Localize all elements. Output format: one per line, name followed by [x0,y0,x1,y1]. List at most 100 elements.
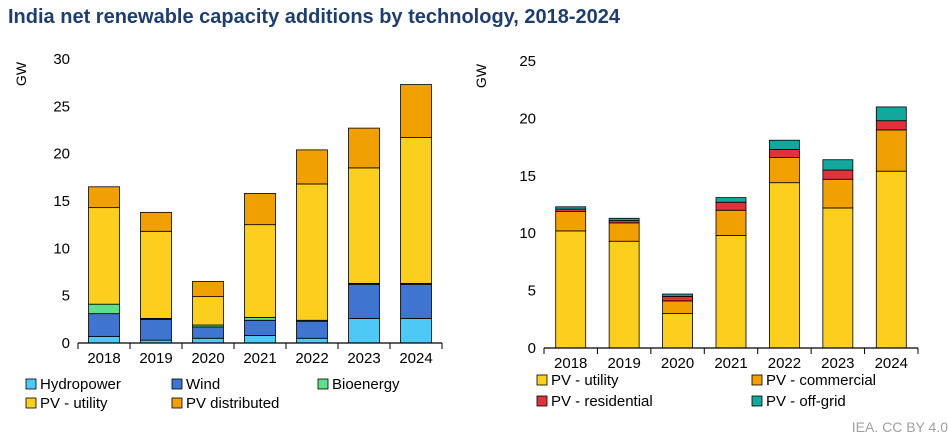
legend-label-bioenergy: Bioenergy [332,376,400,393]
chart-solar-pv-segments: 0 5 10 15 20 25 GW 2018 2019 2020 2021 2022 2023 2024… [473,53,919,410]
bar-pv-off-grid-2023 [822,159,854,171]
bar-hydropower-2024 [400,317,432,344]
bar-wind-2021 [244,319,276,336]
bar-pv-off-grid-2019 [608,217,640,221]
bar-pv-utility-2023 [822,207,854,349]
bar-pv-off-grid-2024 [875,106,907,122]
bar-pv-utility-2020 [662,313,693,349]
bar-pv-off-grid-2022 [769,139,800,150]
bar-pv-utility-2018 [555,230,587,349]
bar-pv-distributed-2020 [192,281,224,298]
bar-hydropower-2022 [296,337,328,344]
bar-hydropower-2021 [244,335,276,344]
bar-pv-utility-2024 [400,137,432,284]
bar-pv-distributed-2023 [348,127,380,169]
y-tick-label: 30 [53,51,70,68]
x-tick-label: 2020 [191,350,224,367]
x-tick-label: 2023 [347,350,380,367]
bar-pv-residential-2021 [715,201,747,211]
bar-pv-utility-2018 [88,207,120,305]
bar-wind-2022 [296,320,328,339]
y-tick-label: 25 [53,98,70,115]
page-title: India net renewable capacity additions b… [8,6,621,28]
y-tick-label: 0 [62,335,70,352]
bar-pv-off-grid-2021 [715,197,747,203]
bar-pv-off-grid-2018 [555,206,587,210]
y-axis-title: GW [473,63,489,88]
y-tick-label: 20 [53,146,70,163]
x-tick-label: 2023 [821,355,854,372]
bar-pv-utility-2023 [348,167,380,284]
y-tick-label: 5 [62,288,70,305]
legend-swatch-pv-off-grid [751,395,763,407]
y-tick-label: 0 [528,340,536,357]
x-tick-label: 2018 [554,355,587,372]
x-tick-label: 2024 [875,355,908,372]
x-tick-label: 2018 [87,350,120,367]
x-tick-label: 2020 [661,355,694,372]
bar-pv-residential-2023 [822,169,854,180]
y-tick-label: 15 [519,168,536,185]
x-tick-label: 2022 [295,350,328,367]
legend-label-hydropower: Hydropower [40,376,121,393]
bar-hydropower-2023 [348,317,380,344]
bar-bioenergy-2018 [88,303,120,315]
legend-swatch-pv-utility [536,374,548,386]
x-tick-label: 2024 [399,350,432,367]
legend-label-pv-utility: PV - utility [551,372,619,389]
bar-pv-distributed-2021 [244,193,276,226]
legend-label-pv-residential: PV - residential [551,393,653,410]
bar-wind-2020 [192,326,224,339]
bar-wind-2023 [348,283,380,319]
bar-pv-commercial-2024 [875,129,907,172]
bar-pv-residential-2022 [769,148,800,158]
legend-swatch-pv-utility [25,397,37,409]
x-tick-label: 2019 [139,350,172,367]
bar-bioenergy-2021 [244,317,276,321]
bar-pv-utility-2024 [875,170,907,349]
legend-label-pv-off-grid: PV - off-grid [766,393,846,410]
y-tick-label: 10 [53,240,70,257]
bar-pv-commercial-2022 [769,157,800,184]
bar-pv-commercial-2023 [822,178,854,209]
bar-wind-2019 [140,318,172,341]
bar-pv-utility-2021 [244,224,276,318]
bar-pv-distributed-2022 [296,149,328,185]
bar-pv-commercial-2021 [715,209,747,236]
bar-pv-distributed-2019 [140,211,172,232]
bar-pv-utility-2019 [608,240,640,349]
bar-pv-commercial-2019 [608,222,640,242]
y-tick-label: 25 [519,53,536,70]
bar-pv-utility-2022 [296,183,328,321]
bar-pv-distributed-2024 [400,84,432,138]
y-tick-label: 5 [528,283,536,300]
y-tick-label: 10 [519,225,536,242]
bar-pv-residential-2020 [662,295,693,302]
bar-pv-utility-2021 [715,235,747,349]
legend-label-pv-commercial: PV - commercial [766,372,876,389]
bar-wind-2024 [400,283,432,319]
legend-swatch-pv-distributed [171,397,183,409]
legend-swatch-pv-residential [536,395,548,407]
legend-swatch-hydropower [25,378,37,390]
bar-hydropower-2018 [88,335,120,344]
bar-pv-distributed-2018 [88,186,120,209]
x-tick-label: 2021 [714,355,747,372]
x-tick-label: 2021 [243,350,276,367]
legend-swatch-wind [171,378,183,390]
bar-pv-commercial-2020 [662,300,693,314]
bar-pv-off-grid-2020 [662,293,693,297]
y-tick-label: 20 [519,110,536,127]
legend-swatch-bioenergy [317,378,329,390]
y-axis-title: GW [13,61,29,86]
x-tick-label: 2019 [607,355,640,372]
x-tick-label: 2022 [768,355,801,372]
bar-pv-residential-2024 [875,120,907,131]
legend-label-pv-utility: PV - utility [40,395,108,412]
bar-hydropower-2020 [192,337,224,344]
legend-label-wind: Wind [186,376,220,393]
bar-pv-utility-2019 [140,230,172,319]
source-credit: IEA. CC BY 4.0 [851,419,948,435]
chart-by-technology: 0 5 10 15 20 25 30 GW 2018 2019 2020 2021 2022 2023 20… [13,51,443,412]
